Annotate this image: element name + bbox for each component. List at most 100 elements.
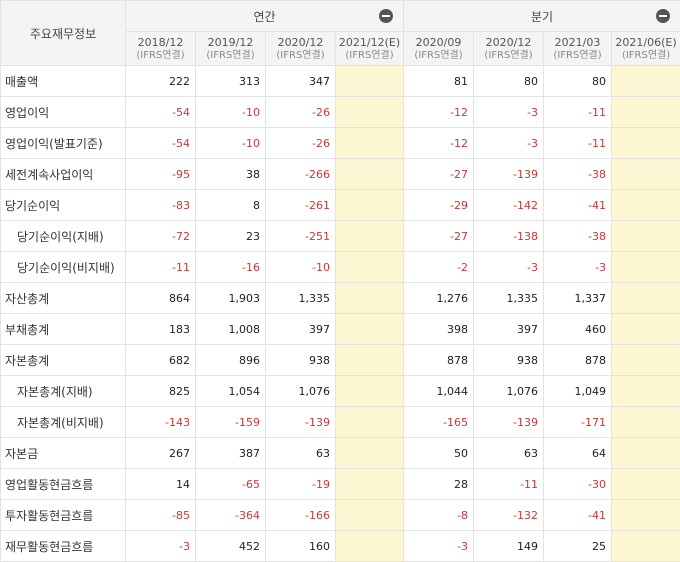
table-cell: 8 — [196, 190, 266, 221]
row-label: 세전계속사업이익 — [1, 159, 126, 190]
table-cell: -266 — [266, 159, 336, 190]
row-label: 재무활동현금흐름 — [1, 531, 126, 562]
table-cell: -12 — [404, 97, 474, 128]
table-cell: 1,335 — [266, 283, 336, 314]
annual-collapse-icon[interactable] — [379, 9, 393, 23]
table-cell — [612, 190, 680, 221]
row-label: 영업이익(발표기준) — [1, 128, 126, 159]
table-cell: -3 — [126, 531, 196, 562]
table-cell: -83 — [126, 190, 196, 221]
table-cell: -261 — [266, 190, 336, 221]
table-cell — [612, 221, 680, 252]
table-row: 당기순이익(비지배)-11-16-10-2-3-3 — [1, 252, 680, 283]
table-cell: 1,054 — [196, 376, 266, 407]
table-cell: -364 — [196, 500, 266, 531]
table-cell: 1,903 — [196, 283, 266, 314]
table-row: 영업이익(발표기준)-54-10-26-12-3-11 — [1, 128, 680, 159]
row-label: 당기순이익(비지배) — [1, 252, 126, 283]
table-cell: -85 — [126, 500, 196, 531]
table-cell: -2 — [404, 252, 474, 283]
column-period: 2021/03 — [555, 36, 601, 49]
table-cell: 64 — [544, 438, 612, 469]
table-cell — [336, 345, 404, 376]
table-cell: -11 — [544, 128, 612, 159]
table-cell: -3 — [474, 97, 544, 128]
table-cell: 50 — [404, 438, 474, 469]
row-label: 당기순이익 — [1, 190, 126, 221]
column-basis: (IFRS연결) — [544, 49, 611, 62]
row-label: 자본금 — [1, 438, 126, 469]
table-cell: 1,076 — [474, 376, 544, 407]
table-cell — [612, 531, 680, 562]
table-cell: -251 — [266, 221, 336, 252]
table-cell — [612, 66, 680, 97]
table-cell: 397 — [266, 314, 336, 345]
table-cell: 398 — [404, 314, 474, 345]
column-header-4: 2020/09(IFRS연결) — [404, 32, 474, 66]
table-cell — [336, 376, 404, 407]
row-label: 부채총계 — [1, 314, 126, 345]
table-cell: -139 — [474, 159, 544, 190]
row-label: 자본총계 — [1, 345, 126, 376]
table-cell: 1,008 — [196, 314, 266, 345]
table-cell: 896 — [196, 345, 266, 376]
table-cell: -12 — [404, 128, 474, 159]
table-cell — [336, 128, 404, 159]
row-label: 자본총계(지배) — [1, 376, 126, 407]
row-label: 매출액 — [1, 66, 126, 97]
table-cell: 267 — [126, 438, 196, 469]
table-cell: -10 — [266, 252, 336, 283]
column-header-2: 2020/12(IFRS연결) — [266, 32, 336, 66]
table-cell: -159 — [196, 407, 266, 438]
table-cell: 63 — [266, 438, 336, 469]
annual-group-header: 연간 — [126, 1, 404, 32]
table-cell — [612, 345, 680, 376]
table-cell: 28 — [404, 469, 474, 500]
table-cell: -166 — [266, 500, 336, 531]
table-cell — [612, 97, 680, 128]
table-cell — [336, 531, 404, 562]
column-header-5: 2020/12(IFRS연결) — [474, 32, 544, 66]
table-cell: 825 — [126, 376, 196, 407]
table-cell: 81 — [404, 66, 474, 97]
table-cell: 878 — [404, 345, 474, 376]
table-cell: 183 — [126, 314, 196, 345]
table-cell: 682 — [126, 345, 196, 376]
table-cell: -41 — [544, 190, 612, 221]
table-cell: -72 — [126, 221, 196, 252]
column-period: 2021/12(E) — [339, 36, 400, 49]
table-header-label: 주요재무정보 — [1, 1, 126, 66]
table-cell: -138 — [474, 221, 544, 252]
table-cell: 938 — [474, 345, 544, 376]
table-row: 투자활동현금흐름-85-364-166-8-132-41 — [1, 500, 680, 531]
table-cell: 222 — [126, 66, 196, 97]
table-cell: -139 — [266, 407, 336, 438]
table-cell — [612, 128, 680, 159]
column-period: 2020/12 — [278, 36, 324, 49]
table-cell: -26 — [266, 97, 336, 128]
table-cell: -3 — [544, 252, 612, 283]
table-cell — [336, 66, 404, 97]
quarter-collapse-icon[interactable] — [656, 9, 670, 23]
column-period: 2018/12 — [138, 36, 184, 49]
table-cell: 397 — [474, 314, 544, 345]
table-cell — [336, 283, 404, 314]
table-cell: 1,335 — [474, 283, 544, 314]
table-cell: 149 — [474, 531, 544, 562]
table-cell: 1,044 — [404, 376, 474, 407]
column-header-0: 2018/12(IFRS연결) — [126, 32, 196, 66]
table-cell — [612, 500, 680, 531]
column-basis: (IFRS연결) — [404, 49, 473, 62]
table-cell: -27 — [404, 159, 474, 190]
table-cell — [336, 159, 404, 190]
table-cell: 1,337 — [544, 283, 612, 314]
table-cell: -3 — [474, 128, 544, 159]
row-label: 자산총계 — [1, 283, 126, 314]
table-cell — [612, 469, 680, 500]
